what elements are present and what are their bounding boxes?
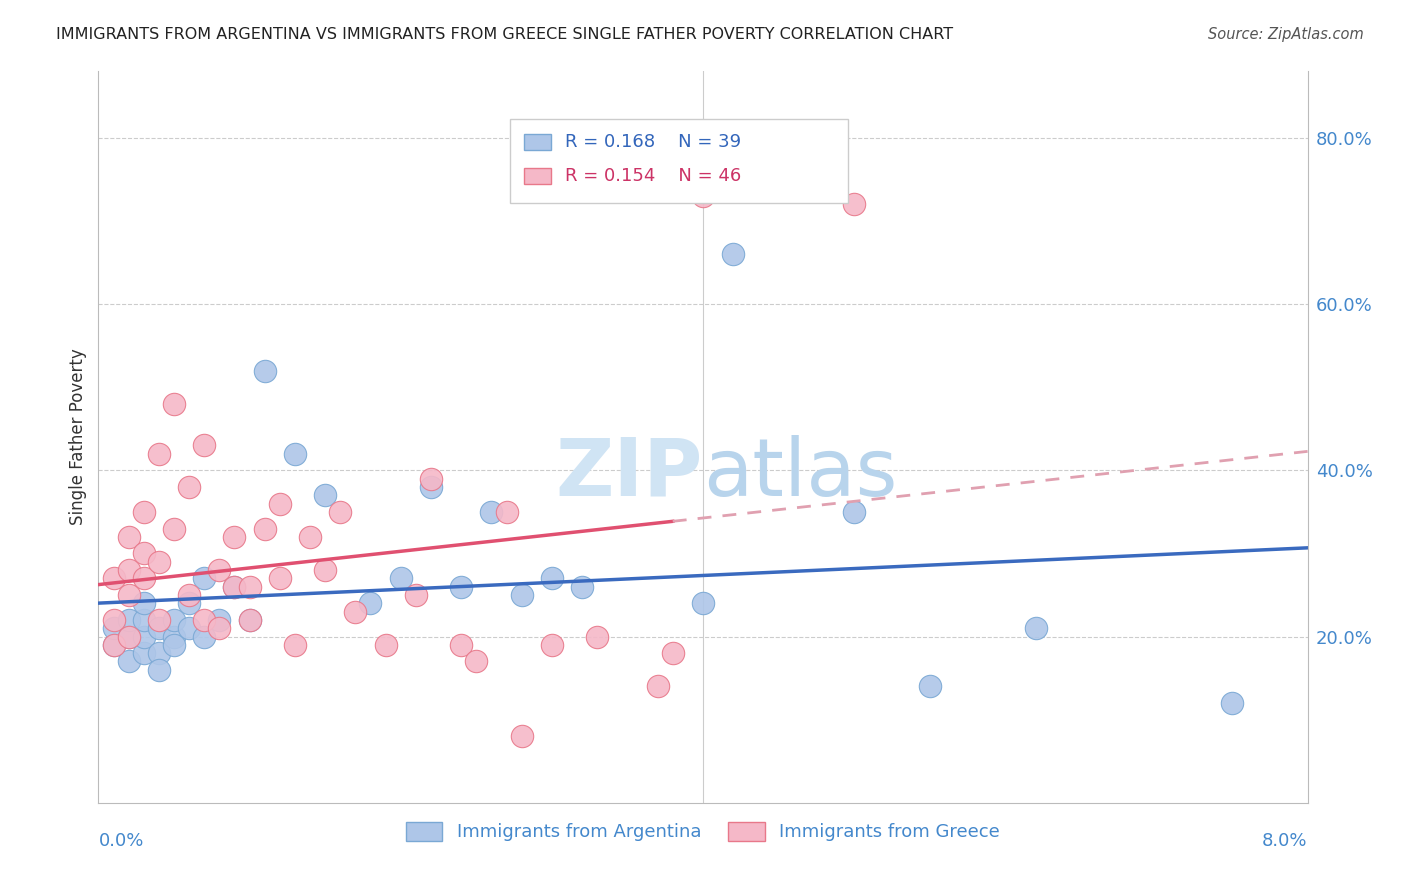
Point <box>163 613 186 627</box>
Point <box>103 621 125 635</box>
Point <box>481 505 503 519</box>
Point <box>118 613 141 627</box>
Point <box>103 613 125 627</box>
Point <box>224 580 246 594</box>
Point <box>314 488 336 502</box>
Point <box>179 596 201 610</box>
Point <box>647 680 669 694</box>
Point <box>510 588 533 602</box>
Point <box>224 530 246 544</box>
Point <box>132 613 155 627</box>
Point <box>420 480 443 494</box>
Point <box>148 613 170 627</box>
Point <box>692 189 714 203</box>
Point <box>465 655 488 669</box>
Y-axis label: Single Father Poverty: Single Father Poverty <box>69 349 87 525</box>
Point <box>118 655 141 669</box>
Point <box>148 646 170 660</box>
Text: R = 0.168    N = 39: R = 0.168 N = 39 <box>565 133 741 152</box>
Text: IMMIGRANTS FROM ARGENTINA VS IMMIGRANTS FROM GREECE SINGLE FATHER POVERTY CORREL: IMMIGRANTS FROM ARGENTINA VS IMMIGRANTS … <box>56 27 953 42</box>
Point <box>193 613 215 627</box>
Point <box>132 646 155 660</box>
Point <box>148 447 170 461</box>
Point <box>118 630 141 644</box>
Point <box>420 472 443 486</box>
Point <box>284 638 307 652</box>
Point <box>329 505 352 519</box>
Point <box>450 580 472 594</box>
Point <box>163 397 186 411</box>
Point <box>1025 621 1047 635</box>
Point <box>132 546 155 560</box>
Point <box>253 521 276 535</box>
Point <box>253 363 276 377</box>
Point <box>179 621 201 635</box>
Point <box>269 571 291 585</box>
Point <box>118 530 141 544</box>
Text: R = 0.154    N = 46: R = 0.154 N = 46 <box>565 167 741 185</box>
Point <box>844 197 866 211</box>
Point <box>118 630 141 644</box>
Point <box>148 621 170 635</box>
Point <box>163 521 186 535</box>
Point <box>208 621 231 635</box>
Point <box>132 505 155 519</box>
Point <box>389 571 412 585</box>
Point <box>661 646 683 660</box>
Point <box>540 571 562 585</box>
Point <box>374 638 396 652</box>
Point <box>723 247 745 261</box>
Point <box>284 447 307 461</box>
Point <box>118 588 141 602</box>
FancyBboxPatch shape <box>509 119 848 203</box>
Point <box>163 638 186 652</box>
Point <box>269 497 291 511</box>
Text: atlas: atlas <box>703 434 897 513</box>
Text: ZIP: ZIP <box>555 434 703 513</box>
Text: 0.0%: 0.0% <box>98 832 143 850</box>
Point <box>132 596 155 610</box>
FancyBboxPatch shape <box>524 168 551 184</box>
Point <box>179 588 201 602</box>
Point <box>360 596 382 610</box>
Point <box>450 638 472 652</box>
Point <box>193 630 215 644</box>
Point <box>510 729 533 743</box>
Point <box>918 680 941 694</box>
Point <box>299 530 322 544</box>
Point <box>148 555 170 569</box>
Point <box>132 571 155 585</box>
Point <box>540 638 562 652</box>
Point <box>148 663 170 677</box>
Point <box>118 563 141 577</box>
Point <box>1220 696 1243 710</box>
Point <box>132 630 155 644</box>
Point <box>239 613 262 627</box>
Point <box>103 638 125 652</box>
Point <box>163 630 186 644</box>
Point <box>224 580 246 594</box>
Point <box>405 588 427 602</box>
Point <box>571 580 593 594</box>
Point <box>844 505 866 519</box>
Point <box>495 505 517 519</box>
Text: 8.0%: 8.0% <box>1263 832 1308 850</box>
Point <box>239 613 262 627</box>
Text: Source: ZipAtlas.com: Source: ZipAtlas.com <box>1208 27 1364 42</box>
Point <box>314 563 336 577</box>
FancyBboxPatch shape <box>524 135 551 151</box>
Point <box>103 571 125 585</box>
Point <box>193 438 215 452</box>
Point <box>103 638 125 652</box>
Point <box>344 605 367 619</box>
Point <box>208 563 231 577</box>
Legend: Immigrants from Argentina, Immigrants from Greece: Immigrants from Argentina, Immigrants fr… <box>399 814 1007 848</box>
Point <box>208 613 231 627</box>
Point <box>239 580 262 594</box>
Point <box>586 630 609 644</box>
Point <box>193 571 215 585</box>
Point <box>692 596 714 610</box>
Point <box>179 480 201 494</box>
